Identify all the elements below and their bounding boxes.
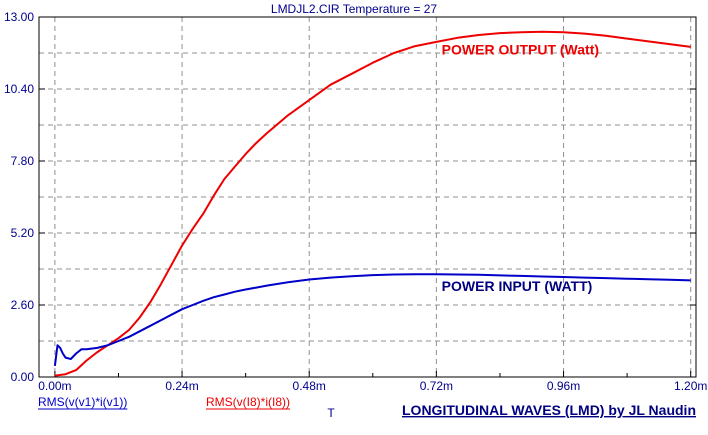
- x-tick-label: 0.96m: [547, 379, 580, 393]
- y-tick-label: 2.60: [11, 298, 35, 312]
- legend-entry: RMS(v(I8)*i(I8)): [206, 395, 290, 409]
- annotations: POWER OUTPUT (Watt) POWER INPUT (WATT): [442, 41, 599, 294]
- axis-ticks: [39, 16, 696, 378]
- y-tick-label: 5.20: [11, 226, 35, 240]
- y-tick-label: 0.00: [11, 370, 35, 384]
- annotation-power-output: POWER OUTPUT (Watt): [442, 41, 599, 57]
- y-tick-label: 7.80: [11, 154, 35, 168]
- x-tick-label: 0.48m: [293, 379, 326, 393]
- legend-entry: RMS(v(v1)*i(v1)): [38, 395, 127, 409]
- series-layer: [53, 30, 691, 377]
- x-axis-label: T: [327, 406, 335, 420]
- annotation-power-input: POWER INPUT (WATT): [442, 278, 593, 294]
- y-tick-label: 13.00: [4, 10, 34, 24]
- tick-labels: 0.00m 0.24m 0.48m 0.72m 0.96m 1.20m 0.00 2.60 5.…: [4, 10, 707, 393]
- chart-footer: LONGITUDINAL WAVES (LMD) by JL Naudin: [402, 402, 696, 418]
- x-tick-label: 0.72m: [420, 379, 453, 393]
- series-line-power-output: [54, 30, 691, 377]
- plot-frame: [38, 16, 697, 378]
- x-tick-label: 1.20m: [674, 379, 707, 393]
- x-tick-label: 0.24m: [165, 379, 198, 393]
- x-tick-label: 0.00m: [38, 379, 71, 393]
- grid-lines: [39, 17, 696, 377]
- y-tick-label: 10.40: [4, 82, 34, 96]
- chart-title: LMDJL2.CIR Temperature = 27: [271, 2, 438, 16]
- series-line-power-input: [53, 273, 691, 367]
- legend: RMS(v(v1)*i(v1)) RMS(v(I8)*i(I8)): [38, 395, 290, 410]
